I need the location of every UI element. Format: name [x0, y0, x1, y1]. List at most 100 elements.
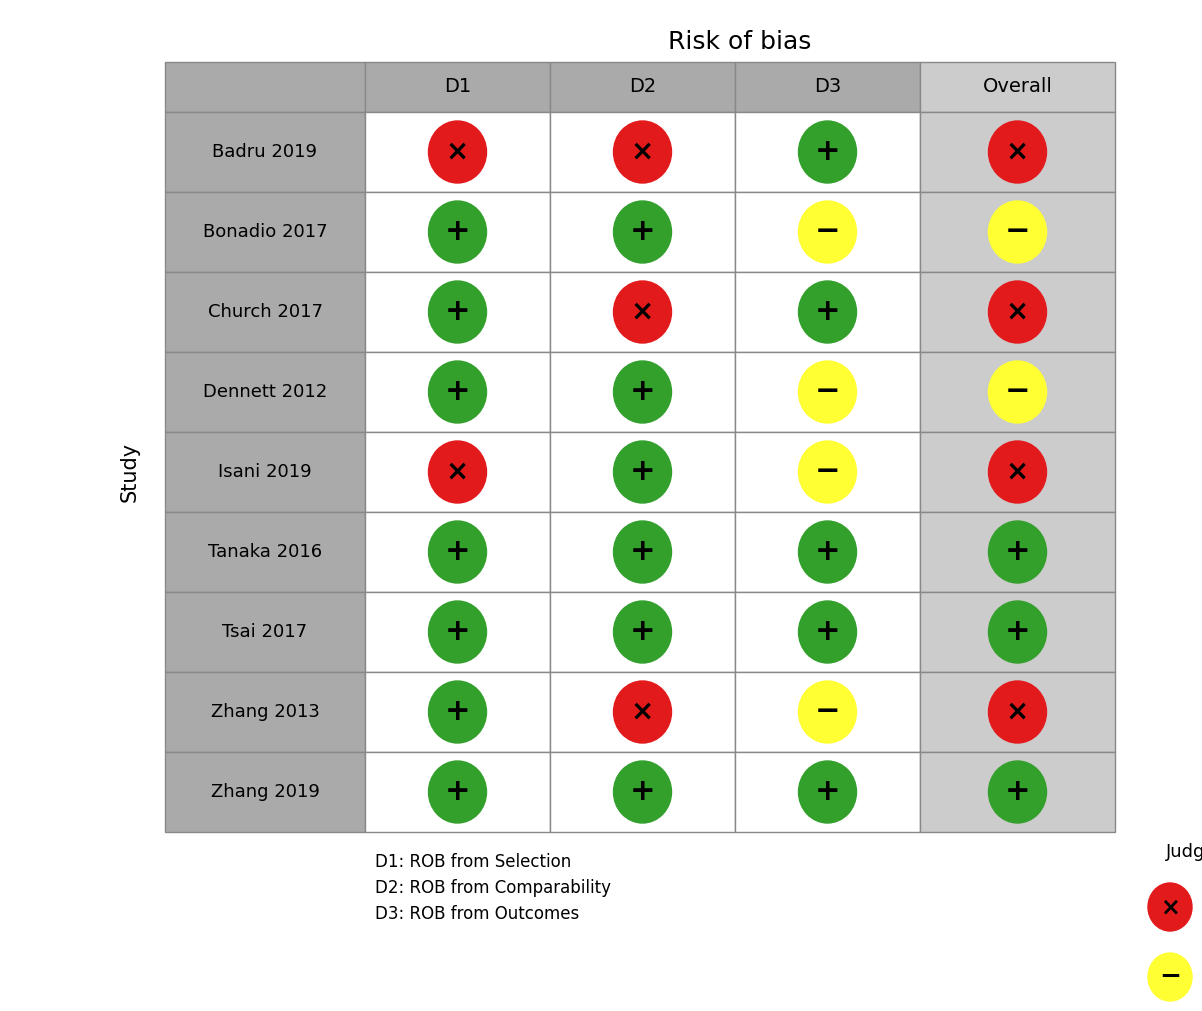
Text: D1: ROB from Selection: D1: ROB from Selection — [375, 853, 571, 871]
Bar — [365, 62, 551, 112]
Ellipse shape — [428, 601, 487, 663]
Text: +: + — [630, 538, 655, 566]
Ellipse shape — [613, 601, 672, 663]
Text: +: + — [445, 777, 470, 807]
Bar — [165, 432, 365, 512]
Text: +: + — [445, 217, 470, 247]
Text: +: + — [815, 538, 840, 566]
Ellipse shape — [613, 441, 672, 503]
Bar — [734, 112, 920, 192]
Text: −: − — [1005, 377, 1030, 406]
Text: +: + — [815, 618, 840, 646]
Ellipse shape — [988, 681, 1047, 743]
Text: +: + — [630, 618, 655, 646]
Bar — [551, 432, 734, 512]
Bar — [920, 272, 1115, 352]
Ellipse shape — [798, 601, 857, 663]
Bar — [365, 592, 551, 672]
Text: D3: ROB from Outcomes: D3: ROB from Outcomes — [375, 905, 579, 923]
Ellipse shape — [428, 521, 487, 583]
Text: D2: D2 — [629, 78, 656, 96]
Ellipse shape — [613, 361, 672, 423]
Ellipse shape — [613, 521, 672, 583]
Bar — [920, 512, 1115, 592]
Text: +: + — [1005, 538, 1030, 566]
Bar — [734, 672, 920, 752]
Text: ×: × — [1006, 698, 1029, 726]
Ellipse shape — [798, 121, 857, 183]
Text: Zhang 2019: Zhang 2019 — [210, 783, 320, 801]
Text: +: + — [1005, 618, 1030, 646]
Text: Tsai 2017: Tsai 2017 — [222, 623, 308, 641]
Bar — [365, 112, 551, 192]
Ellipse shape — [428, 201, 487, 263]
Text: Study: Study — [120, 442, 139, 502]
Text: ×: × — [1006, 137, 1029, 166]
Bar — [165, 512, 365, 592]
Text: +: + — [630, 377, 655, 406]
Text: −: − — [1005, 217, 1030, 247]
Bar — [734, 432, 920, 512]
Bar — [551, 752, 734, 832]
Bar — [165, 352, 365, 432]
Text: −: − — [815, 458, 840, 486]
Text: −: − — [815, 698, 840, 727]
Bar — [920, 62, 1115, 112]
Bar — [734, 592, 920, 672]
Bar — [734, 272, 920, 352]
Text: Tanaka 2016: Tanaka 2016 — [208, 543, 322, 561]
Bar — [165, 672, 365, 752]
Ellipse shape — [988, 361, 1047, 423]
Bar — [920, 672, 1115, 752]
Bar — [734, 352, 920, 432]
Ellipse shape — [428, 361, 487, 423]
Bar — [734, 192, 920, 272]
Bar — [365, 752, 551, 832]
Bar — [165, 62, 365, 112]
Ellipse shape — [798, 521, 857, 583]
Bar — [551, 592, 734, 672]
Bar — [551, 672, 734, 752]
Ellipse shape — [1148, 883, 1192, 931]
Ellipse shape — [428, 121, 487, 183]
Bar — [365, 272, 551, 352]
Bar — [165, 112, 365, 192]
Ellipse shape — [428, 681, 487, 743]
Bar — [551, 192, 734, 272]
Ellipse shape — [428, 761, 487, 823]
Bar — [920, 432, 1115, 512]
Bar — [365, 432, 551, 512]
Bar — [365, 192, 551, 272]
Bar — [920, 592, 1115, 672]
Ellipse shape — [988, 281, 1047, 343]
Bar — [365, 512, 551, 592]
Text: ×: × — [631, 698, 654, 726]
Bar — [365, 672, 551, 752]
Bar — [734, 752, 920, 832]
Ellipse shape — [988, 601, 1047, 663]
Text: +: + — [815, 297, 840, 327]
Text: Church 2017: Church 2017 — [208, 303, 322, 321]
Text: Isani 2019: Isani 2019 — [219, 463, 311, 481]
Text: +: + — [445, 297, 470, 327]
Bar — [551, 272, 734, 352]
Ellipse shape — [798, 681, 857, 743]
Ellipse shape — [988, 201, 1047, 263]
Text: Badru 2019: Badru 2019 — [213, 143, 317, 161]
Text: D2: ROB from Comparability: D2: ROB from Comparability — [375, 879, 611, 897]
Bar — [165, 592, 365, 672]
Text: Zhang 2013: Zhang 2013 — [210, 703, 320, 721]
Text: +: + — [445, 538, 470, 566]
Bar — [165, 752, 365, 832]
Text: ×: × — [446, 458, 469, 486]
Text: ×: × — [631, 298, 654, 326]
Text: ×: × — [1006, 298, 1029, 326]
Text: −: − — [815, 377, 840, 406]
Ellipse shape — [613, 281, 672, 343]
Ellipse shape — [988, 761, 1047, 823]
Ellipse shape — [1148, 953, 1192, 1001]
Text: +: + — [445, 698, 470, 727]
Bar — [551, 62, 734, 112]
Ellipse shape — [988, 441, 1047, 503]
Text: +: + — [1005, 777, 1030, 807]
